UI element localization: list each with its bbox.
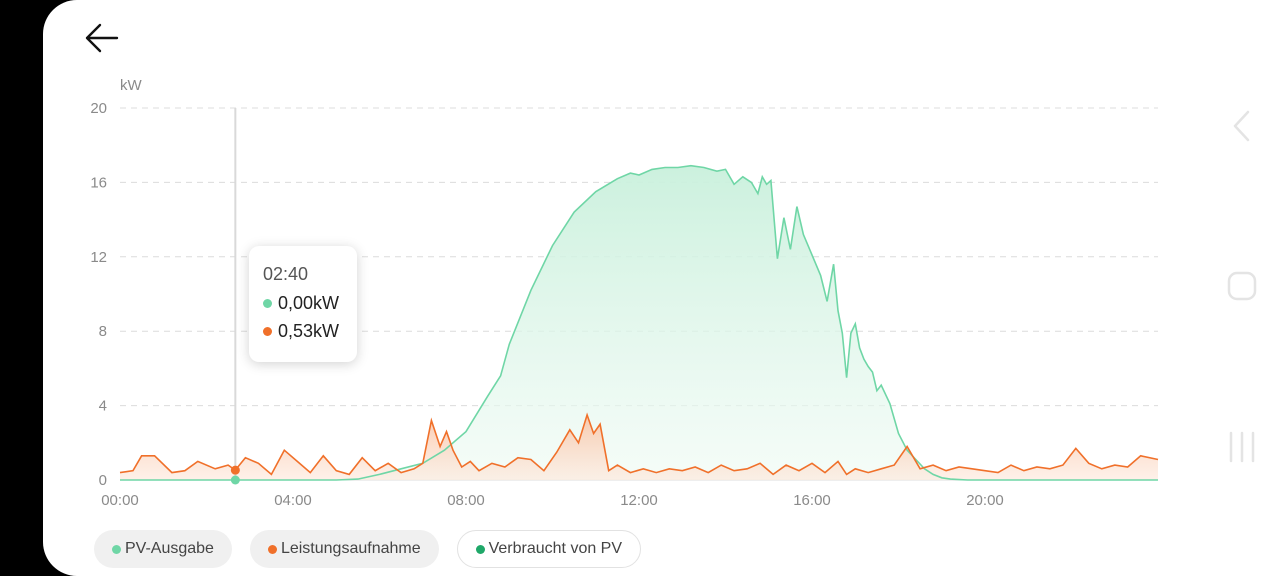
x-tick-label: 12:00 [620, 492, 658, 509]
pv-area [120, 165, 1158, 480]
chart-legend: PV-Ausgabe Leistungsaufnahme Verbraucht … [94, 530, 642, 568]
cursor-point-pv [230, 475, 240, 485]
nav-back-button[interactable] [1212, 108, 1272, 144]
chart-tooltip: 02:40 0,00kW 0,53kW [249, 246, 357, 362]
y-tick-label: 0 [99, 472, 107, 489]
y-tick-label: 12 [90, 249, 107, 266]
tooltip-row-pv: 0,00kW [263, 293, 357, 314]
y-tick-label: 20 [90, 100, 107, 117]
x-tick-label: 04:00 [274, 492, 312, 509]
tooltip-row-consumption: 0,53kW [263, 321, 357, 342]
legend-pv-output[interactable]: PV-Ausgabe [94, 530, 232, 568]
chevron-left-icon [1233, 110, 1250, 142]
consumption-dot-icon [267, 544, 277, 554]
tooltip-time: 02:40 [263, 264, 309, 284]
consumption-dot-icon [263, 327, 272, 336]
x-tick-label: 16:00 [793, 492, 831, 509]
tooltip-pv-value: 0,00kW [278, 293, 340, 313]
consumption-area [120, 414, 1158, 480]
system-navigation-bar [1212, 0, 1280, 576]
legend-label: Leistungsaufnahme [280, 540, 421, 557]
nav-home-button[interactable] [1212, 270, 1272, 302]
pv-line [120, 164, 1158, 481]
rounded-square-icon [1227, 271, 1257, 301]
x-tick-labels: 00:00 04:00 08:00 12:00 16:00 20:00 [101, 492, 1004, 509]
self-consumed-dot-icon [475, 544, 485, 554]
nav-recents-button[interactable] [1212, 430, 1272, 464]
arrow-left-icon [85, 23, 119, 53]
y-tick-label: 16 [90, 174, 107, 191]
legend-consumption[interactable]: Leistungsaufnahme [249, 530, 439, 568]
y-tick-label: 4 [99, 398, 107, 415]
consumption-line [119, 412, 1159, 476]
tooltip-consumption-value: 0,53kW [278, 321, 340, 341]
three-bars-icon [1229, 431, 1255, 463]
app-screen: kW 0 4 8 12 16 20 00:00 04:00 08:00 12:00 16:00 20… [43, 0, 1212, 576]
y-tick-labels: 0 4 8 12 16 20 [90, 100, 107, 489]
pv-dot-icon [112, 544, 121, 554]
y-tick-label: 8 [99, 323, 107, 340]
legend-self-consumed[interactable]: Verbraucht von PV [456, 530, 642, 568]
x-tick-label: 08:00 [447, 492, 485, 509]
power-chart[interactable]: kW 0 4 8 12 16 20 00:00 04:00 08:00 12:00 16:00 20… [43, 0, 1212, 520]
x-tick-label: 20:00 [966, 492, 1004, 509]
legend-label: Verbraucht von PV [488, 540, 623, 557]
back-button[interactable] [79, 18, 123, 58]
x-tick-label: 00:00 [101, 492, 139, 509]
y-axis-unit: kW [120, 77, 143, 94]
legend-label: PV-Ausgabe [125, 540, 214, 557]
pv-dot-icon [263, 299, 272, 308]
cursor-point-consumption [230, 465, 240, 475]
